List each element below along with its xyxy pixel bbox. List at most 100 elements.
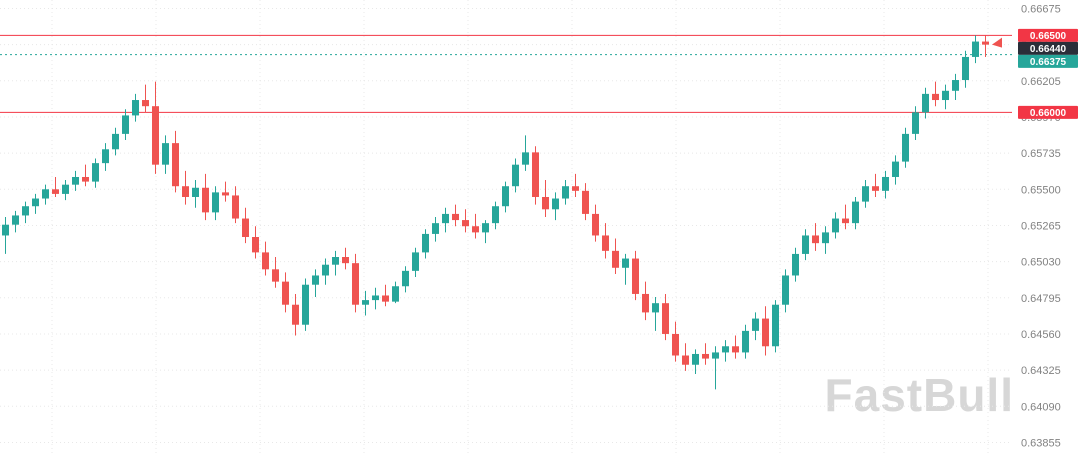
candle [622,253,629,285]
candle [242,207,249,244]
candle [552,192,559,221]
candle [132,93,139,122]
candle [922,87,929,119]
candle [572,173,579,197]
candle [162,135,169,174]
candle [752,312,759,341]
y-axis-tick: 0.66675 [1021,3,1061,15]
candle [872,173,879,197]
candle [452,204,459,227]
candle [762,306,769,356]
candle [662,293,669,341]
candle [192,180,199,208]
candle [852,196,859,230]
candle [402,266,409,293]
candle [202,173,209,221]
svg-text:0.66500: 0.66500 [1030,31,1067,42]
y-axis-tick: 0.64795 [1021,293,1061,305]
candle [212,186,219,221]
candle [592,204,599,242]
candle [732,335,739,359]
candle [92,158,99,188]
candle [492,201,499,230]
candle [372,287,379,310]
candle [522,135,529,171]
candle [742,324,749,359]
candle [22,201,29,224]
candle [422,229,429,259]
candle [432,216,439,242]
y-axis-tick: 0.66205 [1021,76,1061,88]
candle [442,207,449,233]
candle [2,216,9,254]
candle [912,106,919,141]
candle [52,176,59,197]
candle [292,293,299,336]
candle [582,183,589,221]
candle [812,223,819,251]
svg-text:0.66000: 0.66000 [1030,108,1067,119]
candle [282,272,289,313]
candle [472,213,479,239]
candle [342,247,349,270]
candle [932,81,939,107]
candle [502,181,509,213]
candle [792,247,799,282]
last-price-marker-arrow-icon [992,37,1002,48]
candle [702,343,709,365]
level-price-badge: 0.66500 [1018,28,1078,42]
candle [122,109,129,141]
candle [272,257,279,288]
candle [692,349,699,374]
y-axis-tick: 0.65030 [1021,257,1061,269]
candle [952,73,959,101]
candle [152,81,159,174]
candle [602,223,609,259]
gridlines [0,0,1012,454]
candle [322,258,329,285]
candle [82,164,89,187]
candle [532,146,539,205]
svg-text:0.66375: 0.66375 [1030,57,1067,68]
price-axis[interactable]: 0.666750.664400.662050.659700.657350.655… [1021,3,1061,449]
candle [672,321,679,362]
candle [542,180,549,217]
last-price-badge: 0.66440 [1018,41,1078,55]
svg-text:0.66440: 0.66440 [1030,44,1067,55]
y-axis-tick: 0.64560 [1021,329,1061,341]
candle [892,155,899,185]
candle [62,180,69,201]
candle [12,210,19,233]
candle [722,340,729,362]
candle [302,278,309,331]
candle [652,297,659,331]
candle [142,84,149,113]
candle [352,253,359,313]
candle [682,343,689,371]
candle [262,241,269,276]
y-axis-tick: 0.64325 [1021,365,1061,377]
y-axis-tick: 0.63855 [1021,437,1061,449]
candle [222,181,229,202]
candle [102,143,109,171]
candle [862,180,869,208]
y-axis-tick: 0.65500 [1021,184,1061,196]
candle [772,300,779,353]
candle [562,180,569,205]
y-axis-tick: 0.64090 [1021,401,1061,413]
candle [942,84,949,110]
candles-group[interactable] [2,35,989,390]
candle [842,204,849,230]
candle [962,50,969,88]
price-level-lines[interactable] [0,34,1012,113]
candle [362,290,369,316]
candle [712,346,719,390]
candle [832,212,839,239]
candle [972,35,979,64]
candle [312,269,319,298]
candle [42,184,49,205]
candle [462,209,469,233]
candle [482,220,489,244]
